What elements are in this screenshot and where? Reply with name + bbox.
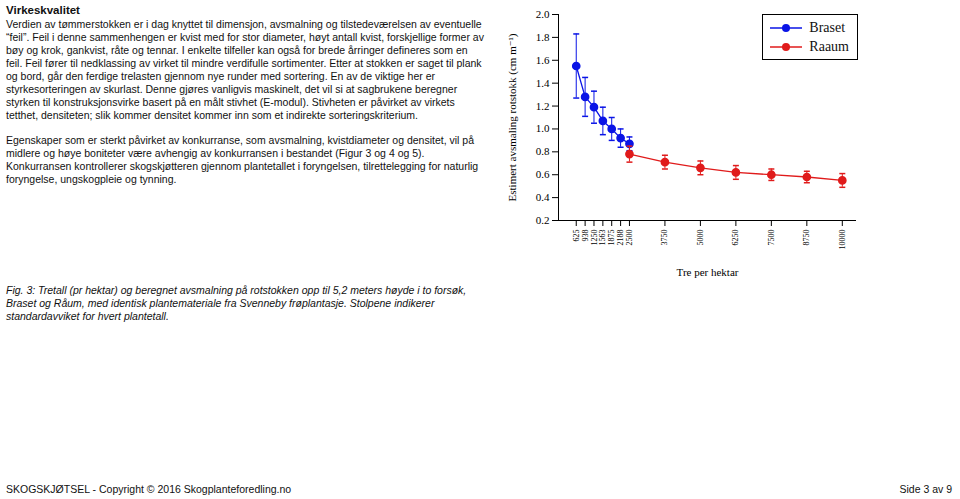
svg-text:0.8: 0.8: [536, 145, 550, 157]
html-text:Fig. 3: Tretall (pr hektar) og: Fig. 3: Tretall (pr hektar) og beregnet …: [6, 284, 467, 322]
svg-text:0.4: 0.4: [536, 191, 550, 203]
svg-text:5000: 5000: [696, 230, 705, 246]
svg-text:1250: 1250: [590, 230, 599, 246]
html-text:SKOGSKJØTSEL - Copyright © 201: SKOGSKJØTSEL - Copyright © 2016 Skogplan…: [6, 483, 292, 495]
svg-text:Tre per hektar: Tre per hektar: [677, 266, 739, 278]
html-text:Egenskaper som er sterkt påvir: Egenskaper som er sterkt påvirket av kon…: [6, 134, 479, 185]
html-text:Braset: Braset: [809, 19, 846, 35]
svg-text:2.0: 2.0: [536, 8, 550, 20]
svg-text:10000: 10000: [838, 230, 847, 250]
svg-text:1875: 1875: [607, 230, 616, 246]
svg-text:2500: 2500: [625, 230, 634, 246]
html-text:Raaum: Raaum: [809, 38, 849, 54]
svg-text:7500: 7500: [767, 230, 776, 246]
svg-text:1.2: 1.2: [536, 100, 550, 112]
svg-text:Estimert avsmaling rotstokk (c: Estimert avsmaling rotstokk (cm m⁻¹): [506, 33, 519, 201]
svg-text:1563: 1563: [598, 230, 607, 246]
svg-text:1.0: 1.0: [536, 122, 550, 134]
svg-text:8750: 8750: [802, 230, 811, 246]
svg-text:625: 625: [572, 230, 581, 242]
svg-text:938: 938: [581, 230, 590, 242]
html-text:Verdien av tømmerstokken er i: Verdien av tømmerstokken er i dag knytte…: [6, 18, 484, 121]
svg-text:3750: 3750: [660, 230, 669, 246]
svg-text:0.6: 0.6: [536, 168, 550, 180]
svg-text:6250: 6250: [731, 230, 740, 246]
svg-text:1.4: 1.4: [536, 77, 550, 89]
svg-text:0.2: 0.2: [536, 214, 550, 226]
html-text:Side 3 av 9: Side 3 av 9: [899, 483, 952, 495]
html-text:Virkeskvalitet: Virkeskvalitet: [6, 4, 80, 16]
svg-text:2188: 2188: [616, 230, 625, 246]
svg-text:1.6: 1.6: [536, 54, 550, 66]
svg-text:1.8: 1.8: [536, 31, 550, 43]
